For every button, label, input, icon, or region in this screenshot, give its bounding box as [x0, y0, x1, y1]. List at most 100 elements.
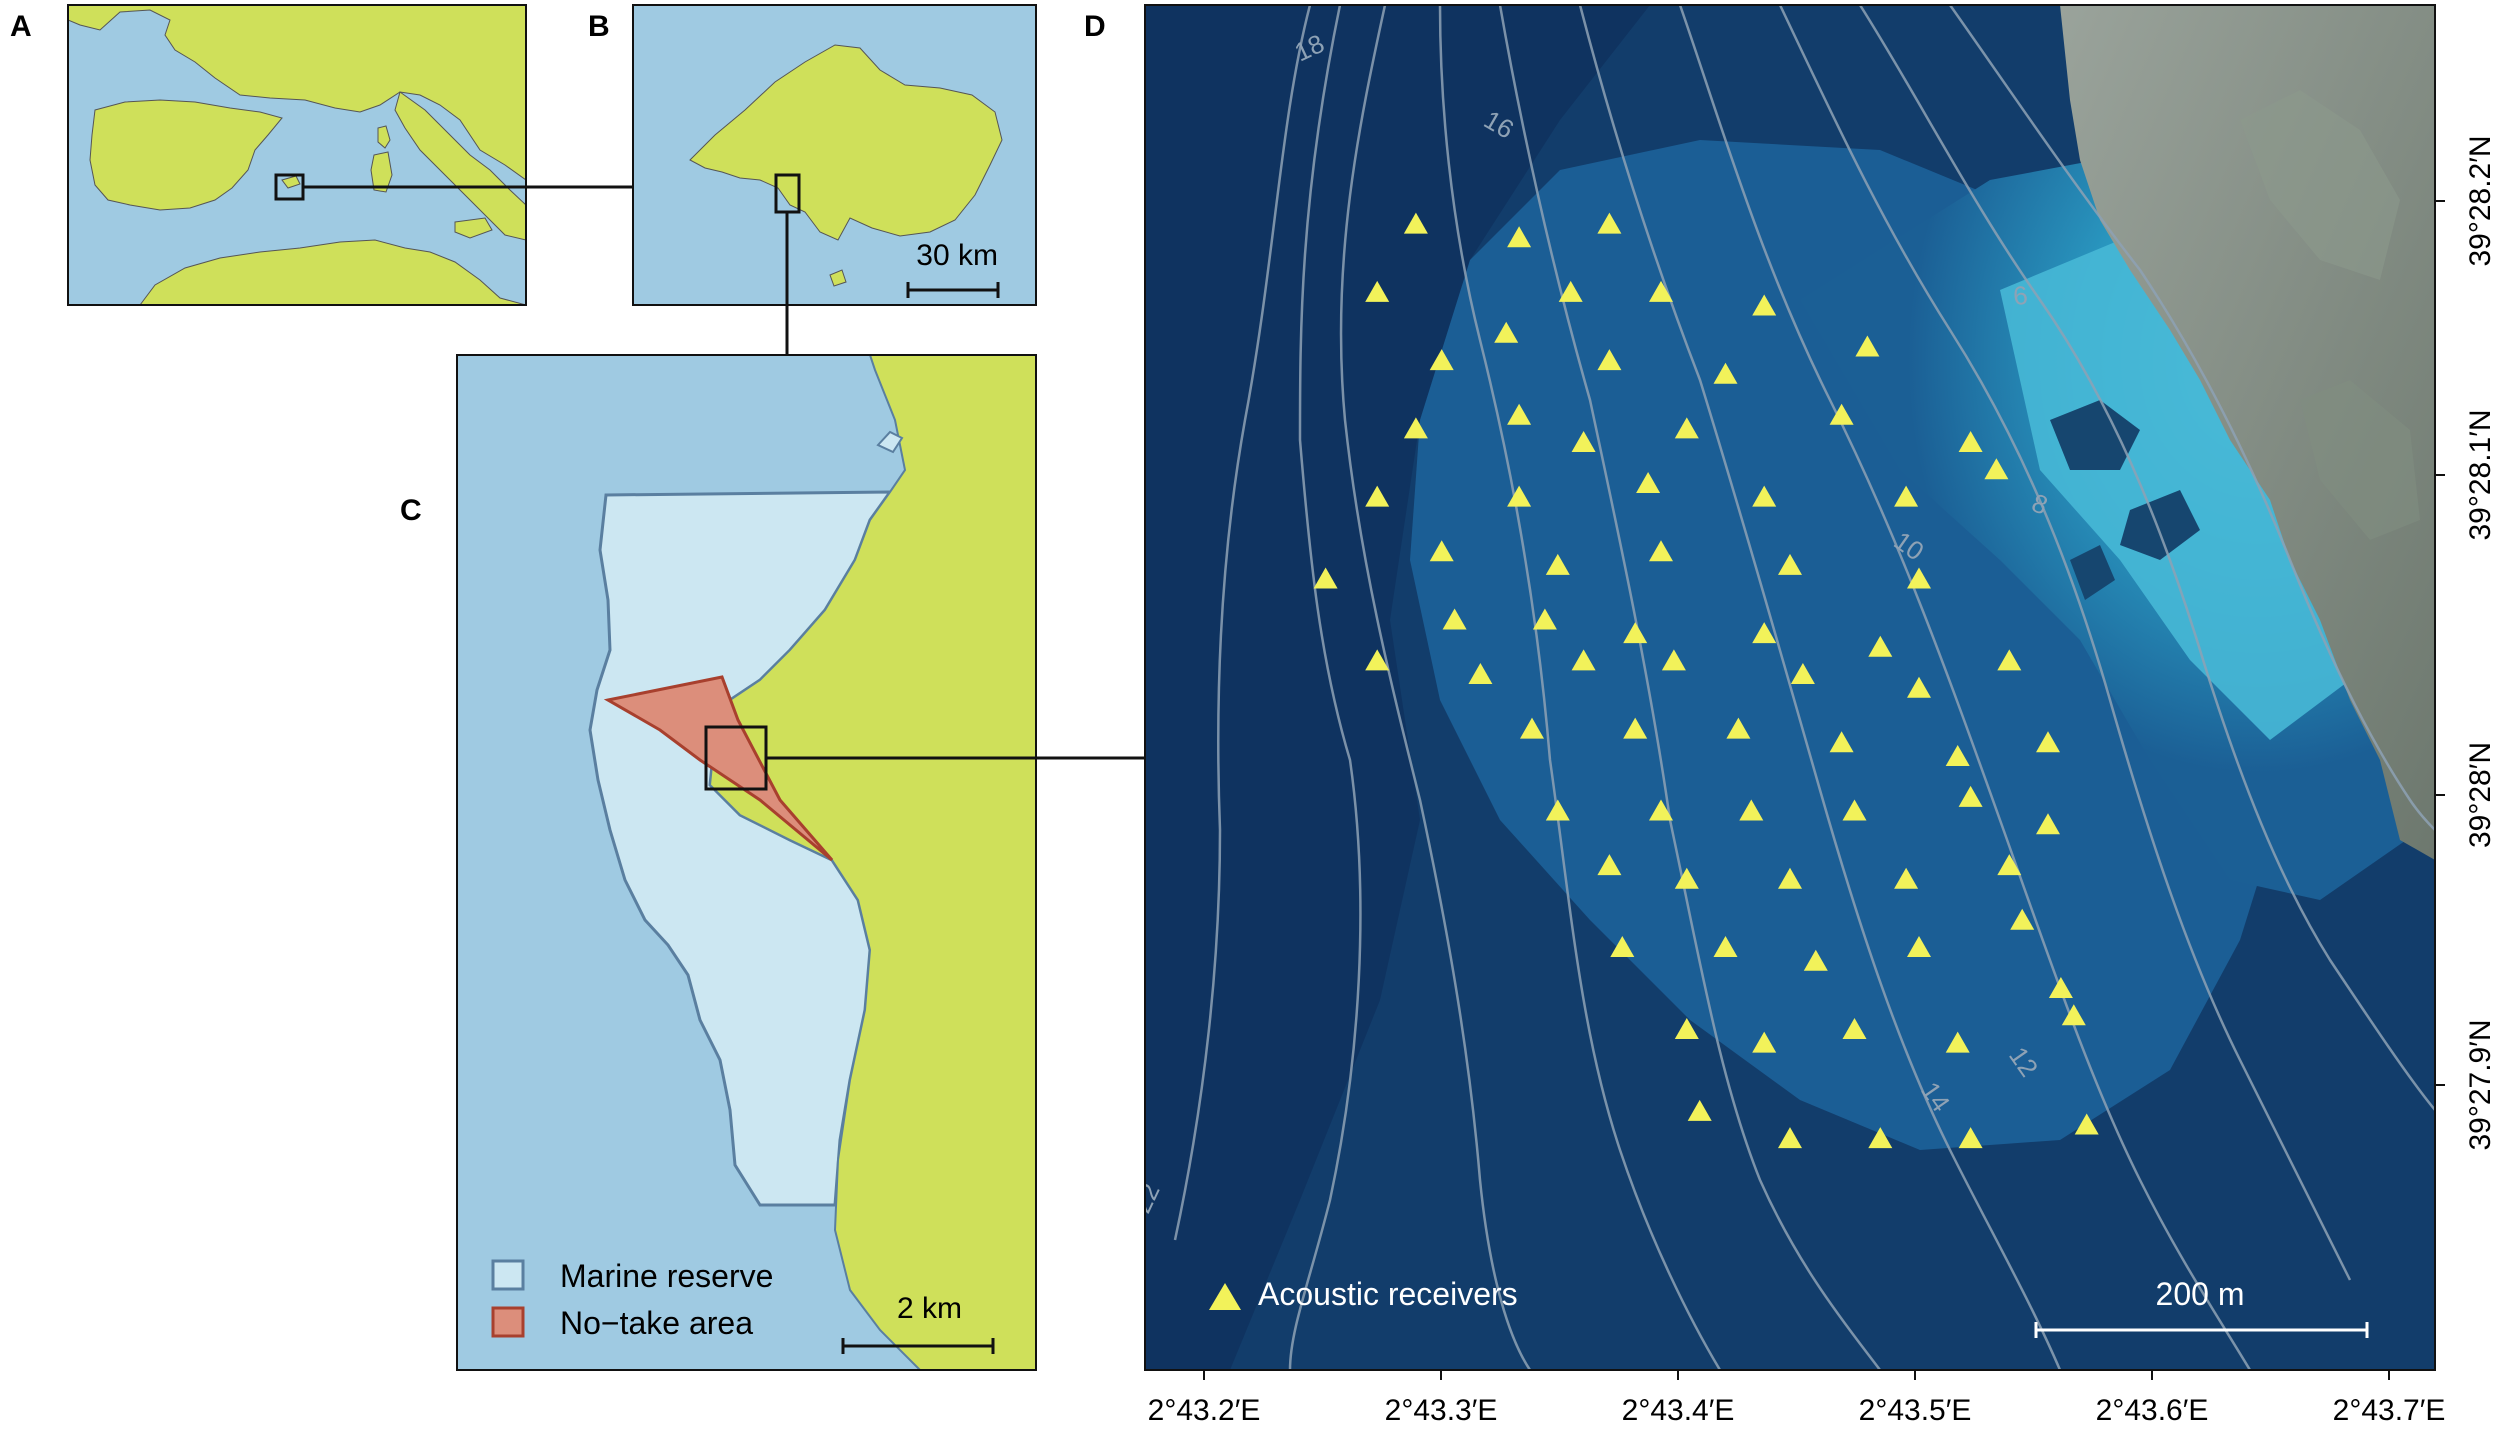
acoustic-receiver-66 — [1674, 1017, 1699, 1039]
acoustic-receiver-58 — [1894, 867, 1919, 889]
scale-label-d: 200 m — [2156, 1276, 2245, 1312]
y-tick-label-2: 39°28.1′N — [2464, 409, 2497, 540]
acoustic-receiver-40 — [1790, 663, 1815, 685]
panel-b-frame — [632, 4, 1037, 306]
panel-b: 30 km B — [588, 4, 1037, 306]
panel-d-label: D — [1084, 10, 1106, 43]
contour-6 — [1858, 5, 2435, 1111]
acoustic-receiver-20 — [1507, 485, 1532, 507]
x-tick-label-3: 2°43.4′E — [1622, 1394, 1735, 1427]
acoustic-receiver-41 — [1907, 676, 1931, 698]
acoustic-receiver-19 — [1365, 485, 1390, 507]
acoustic-receiver-29 — [1778, 553, 1802, 575]
acoustic-receiver-45 — [1726, 717, 1751, 739]
acoustic-receiver-36 — [1365, 649, 1390, 671]
acoustic-receiver-51 — [1739, 799, 1764, 821]
panel-c: Marine reserve No−take area 2 km C — [400, 354, 1037, 1371]
panel-d-frame — [1144, 4, 2436, 1371]
reef-patch-3 — [2070, 545, 2115, 600]
legend-d: Acoustic receivers — [1209, 1276, 1518, 1312]
legend-c: Marine reserve No−take area — [491, 1258, 773, 1341]
contour-8 — [1778, 5, 2352, 1281]
x-tick-label-4: 2°43.5′E — [1859, 1394, 1972, 1427]
contour-22 — [1173, 5, 1312, 1241]
acoustic-receiver-61 — [1713, 936, 1738, 958]
scale-bar-d — [2034, 1322, 2369, 1338]
acoustic-receiver-18 — [1958, 431, 1983, 452]
contour-16 — [1438, 5, 1722, 1370]
acoustic-receiver-4 — [1365, 280, 1390, 302]
acoustic-receiver-2 — [1507, 226, 1532, 248]
acoustic-receiver-14 — [1507, 403, 1532, 425]
reef-patch-1 — [2050, 400, 2140, 470]
contour-12 — [1578, 5, 2062, 1370]
acoustic-receiver-50 — [1649, 799, 1673, 821]
island-cabrera — [829, 269, 847, 287]
acoustic-receiver-48 — [2036, 731, 2060, 753]
scale-bar-b — [906, 282, 1000, 298]
landmass-north-africa — [139, 239, 526, 305]
acoustic-receiver-33 — [1623, 622, 1648, 644]
acoustic-receiver-69 — [1945, 1031, 1970, 1053]
reef-patch-2 — [2120, 490, 2200, 560]
acoustic-receiver-5 — [1494, 321, 1519, 343]
y-tick-label-3: 39°28′N — [2464, 742, 2497, 848]
no-take-area — [603, 675, 834, 862]
scale-label-c: 2 km — [897, 1292, 962, 1325]
depth-contours — [1173, 5, 2435, 1370]
acoustic-receiver-49 — [1545, 799, 1570, 821]
landmass-italy — [394, 91, 526, 241]
acoustic-receiver-25 — [1313, 567, 1338, 589]
panel-b-label: B — [588, 10, 610, 43]
landmass-coast-c — [708, 355, 1036, 1370]
contour-20 — [1288, 5, 1362, 1370]
acoustic-receiver-67 — [1752, 1031, 1777, 1053]
x-axis-labels: 2°43.2′E 2°43.3′E 2°43.4′E 2°43.5′E 2°43… — [1148, 1394, 2446, 1427]
acoustic-receiver-68 — [1842, 1017, 1867, 1039]
contour-label-6: 6 — [2012, 280, 2029, 311]
acoustic-receiver-54 — [2036, 813, 2060, 835]
acoustic-receiver-56 — [1674, 867, 1699, 889]
acoustic-receiver-15 — [1571, 431, 1596, 452]
acoustic-receiver-47 — [1945, 744, 1970, 766]
acoustic-receiver-34 — [1752, 622, 1777, 644]
panel-a: A — [10, 4, 527, 306]
receiver-layer — [1313, 212, 2099, 1149]
acoustic-receiver-1 — [1403, 212, 1428, 234]
acoustic-receiver-53 — [1958, 785, 1983, 807]
acoustic-receiver-57 — [1778, 867, 1802, 889]
acoustic-receiver-59 — [1997, 854, 2022, 876]
y-tick-label-4: 39°27.9′N — [2464, 1019, 2497, 1150]
acoustic-receiver-3 — [1597, 212, 1622, 234]
acoustic-receiver-7 — [1649, 280, 1673, 302]
acoustic-receiver-21 — [1636, 471, 1661, 493]
panel-d: 18 16 6 10 8 12 14 22 Acoustic receivers… — [1084, 4, 2497, 1427]
acoustic-receiver-39 — [1661, 649, 1686, 671]
legend-label-reserve: Marine reserve — [560, 1258, 773, 1294]
x-tick-label-5: 2°43.6′E — [2096, 1394, 2209, 1427]
acoustic-receiver-6 — [1558, 280, 1583, 302]
acoustic-receiver-12 — [1855, 335, 1880, 357]
acoustic-receiver-55 — [1597, 854, 1622, 876]
acoustic-receiver-73 — [1868, 1127, 1893, 1149]
acoustic-receiver-31 — [1442, 608, 1467, 630]
acoustic-receiver-35 — [1868, 635, 1893, 657]
acoustic-receiver-52 — [1842, 799, 1867, 821]
scale-bar-c — [841, 1338, 995, 1354]
acoustic-receiver-71 — [1687, 1099, 1712, 1121]
x-tick-label-6: 2°43.7′E — [2333, 1394, 2446, 1427]
rock-texture-2 — [2300, 380, 2420, 540]
harbour-detail — [876, 430, 904, 454]
acoustic-receiver-42 — [1997, 649, 2022, 671]
acoustic-receiver-30 — [1907, 567, 1931, 589]
acoustic-receiver-75 — [2074, 1113, 2099, 1135]
acoustic-receiver-72 — [1778, 1127, 1802, 1149]
acoustic-receiver-65 — [2048, 977, 2073, 998]
x-axis-ticks — [1203, 1370, 2390, 1380]
contour-4 — [1948, 5, 2435, 831]
acoustic-receiver-62 — [1803, 949, 1828, 971]
acoustic-receiver-16 — [1674, 417, 1699, 439]
panel-a-frame — [67, 4, 527, 306]
acoustic-receiver-37 — [1468, 663, 1493, 685]
